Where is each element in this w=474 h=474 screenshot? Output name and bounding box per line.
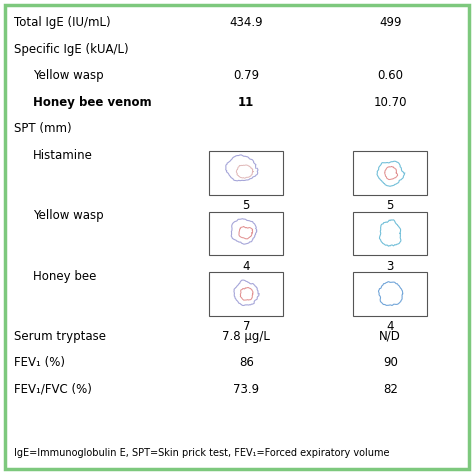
Bar [353, 272, 428, 316]
Bar [209, 151, 283, 195]
Bar [209, 272, 283, 316]
Text: 4: 4 [243, 260, 250, 273]
Text: 10.70: 10.70 [374, 96, 407, 109]
Text: 5: 5 [243, 200, 250, 212]
Text: Yellow wasp: Yellow wasp [33, 209, 103, 222]
Bar [353, 211, 428, 255]
Text: 11: 11 [238, 96, 255, 109]
Text: Specific IgE (kUA/L): Specific IgE (kUA/L) [14, 43, 128, 56]
Text: 90: 90 [383, 356, 398, 369]
Text: Honey bee venom: Honey bee venom [33, 96, 151, 109]
Text: 0.79: 0.79 [233, 69, 259, 82]
Text: 82: 82 [383, 383, 398, 396]
Text: Total IgE (IU/mL): Total IgE (IU/mL) [14, 17, 110, 29]
Text: Serum tryptase: Serum tryptase [14, 330, 106, 343]
Text: 5: 5 [387, 200, 394, 212]
Text: 7: 7 [243, 320, 250, 333]
Text: Yellow wasp: Yellow wasp [33, 69, 103, 82]
Text: 434.9: 434.9 [229, 17, 263, 29]
Text: 7.8 μg/L: 7.8 μg/L [222, 330, 270, 343]
Text: 499: 499 [379, 17, 401, 29]
Text: 73.9: 73.9 [233, 383, 259, 396]
Text: Honey bee: Honey bee [33, 270, 96, 283]
Text: Histamine: Histamine [33, 149, 92, 162]
Text: 4: 4 [386, 320, 394, 333]
Text: FEV₁ (%): FEV₁ (%) [14, 356, 65, 369]
Text: IgE=Immunoglobulin E, SPT=Skin prick test, FEV₁=Forced expiratory volume: IgE=Immunoglobulin E, SPT=Skin prick tes… [14, 447, 390, 458]
Bar [209, 211, 283, 255]
Text: 3: 3 [387, 260, 394, 273]
Bar [353, 151, 428, 195]
Text: SPT (mm): SPT (mm) [14, 122, 72, 135]
Text: N/D: N/D [379, 330, 401, 343]
Text: FEV₁/FVC (%): FEV₁/FVC (%) [14, 383, 92, 396]
Text: 0.60: 0.60 [377, 69, 403, 82]
Text: 86: 86 [239, 356, 254, 369]
